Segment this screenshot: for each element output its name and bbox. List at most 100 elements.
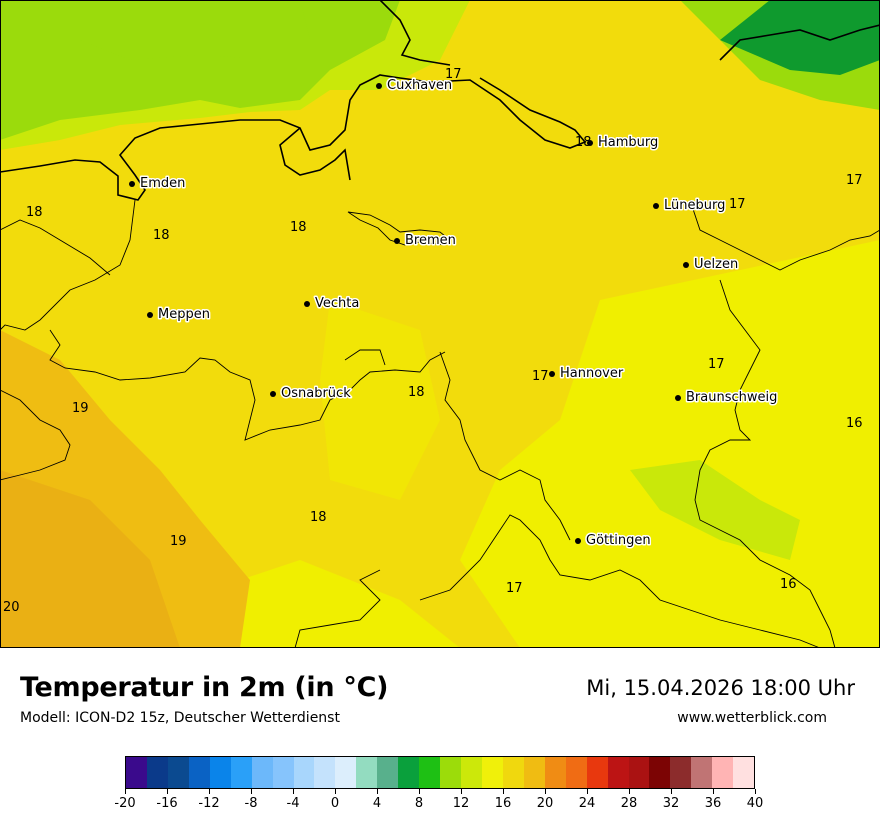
city-label-hamburg: Hamburg [598, 135, 658, 150]
city-uelzen: Uelzen [683, 256, 740, 274]
color-scale-tick [586, 789, 588, 794]
value-label: 19 [170, 534, 187, 549]
city-markers: Cuxhaven Hamburg Emden Lüneburg Bremen U… [129, 77, 779, 550]
warmer-zone [0, 470, 180, 648]
city-label-uelzen: Uelzen [694, 257, 738, 272]
city-label-braunschweig: Braunschweig [686, 390, 777, 405]
color-scale-swatch [523, 757, 545, 788]
color-scale-swatch [712, 757, 734, 788]
city-osnabrueck: Osnabrück [270, 385, 353, 403]
website-link: www.wetterblick.com [677, 710, 827, 726]
city-braunschweig: Braunschweig [675, 389, 779, 407]
value-label: 17 [846, 173, 863, 188]
color-scale-tick-label: 12 [452, 796, 470, 811]
temperature-map: Cuxhaven Hamburg Emden Lüneburg Bremen U… [0, 0, 880, 648]
color-scale-tick [460, 789, 462, 794]
baltic-darkgreen-zone [720, 0, 880, 75]
color-scale-tick-label: 4 [372, 796, 382, 811]
color-scale-tick-label: -16 [156, 796, 178, 811]
color-scale-swatch [691, 757, 713, 788]
color-scale-swatch [586, 757, 608, 788]
cool-green-zone [630, 460, 800, 560]
color-scale-tick [292, 789, 294, 794]
color-scale-swatch [440, 757, 461, 788]
value-label: 16 [846, 416, 863, 431]
city-label-bremen: Bremen [405, 233, 456, 248]
color-scale-tick-label: 16 [494, 796, 512, 811]
color-scale-swatch [502, 757, 524, 788]
color-scale-tick-label: -20 [114, 796, 136, 811]
city-label-osnabrueck: Osnabrück [281, 386, 351, 401]
city-label-lueneburg: Lüneburg [664, 198, 725, 213]
color-scale-tick-label: 20 [536, 796, 554, 811]
color-scale-tick [670, 789, 672, 794]
color-scale-tick-label: 8 [414, 796, 424, 811]
color-scale-swatch [314, 757, 336, 788]
color-scale-swatch [230, 757, 252, 788]
city-label-goettingen: Göttingen [586, 533, 651, 548]
color-scale-tick-label: -4 [286, 796, 300, 811]
city-vechta: Vechta [304, 295, 361, 313]
color-scale-swatch [209, 757, 231, 788]
color-scale-swatch [670, 757, 692, 788]
color-scale-tick-label: 40 [746, 796, 764, 811]
color-scale-swatch [146, 757, 168, 788]
color-scale-swatch [335, 757, 357, 788]
color-scale-swatch [293, 757, 315, 788]
value-label: 16 [780, 577, 797, 592]
color-scale-tick [712, 789, 714, 794]
color-scale-tick [376, 789, 378, 794]
city-meppen: Meppen [147, 306, 211, 324]
color-scale-tick [250, 789, 252, 794]
color-scale-tick-label: 28 [620, 796, 638, 811]
city-label-vechta: Vechta [315, 296, 359, 311]
color-scale-swatch [126, 757, 147, 788]
value-label: 18 [310, 510, 327, 525]
color-scale-tick-label: 24 [578, 796, 596, 811]
city-hamburg: Hamburg [587, 134, 660, 152]
color-scale-tick [754, 789, 756, 794]
color-scale-swatch [649, 757, 671, 788]
value-label: 18 [26, 205, 43, 220]
forecast-datetime: Mi, 15.04.2026 18:00 Uhr [586, 676, 855, 700]
value-label: 17 [506, 581, 523, 596]
city-lueneburg: Lüneburg [653, 197, 727, 215]
color-scale-tick [628, 789, 630, 794]
color-scale-tick-label: -12 [198, 796, 220, 811]
value-label: 17 [445, 67, 462, 82]
cooler-zone [320, 300, 440, 500]
value-label: 19 [72, 401, 89, 416]
city-cuxhaven: Cuxhaven [376, 77, 454, 95]
city-label-emden: Emden [140, 176, 185, 191]
color-scale-tick [166, 789, 168, 794]
color-scale-tick [208, 789, 210, 794]
color-scale-tick [334, 789, 336, 794]
color-scale-swatch [356, 757, 378, 788]
city-bremen: Bremen [394, 232, 457, 250]
color-scale-swatch [398, 757, 420, 788]
coastlines [0, 0, 880, 201]
color-scale-swatch [733, 757, 755, 788]
value-label: 17 [708, 357, 725, 372]
color-scale-tick-label: 32 [662, 796, 680, 811]
color-scale-swatch [251, 757, 273, 788]
color-scale-swatch [565, 757, 587, 788]
value-label: 18 [153, 228, 170, 243]
color-scale-tick [124, 789, 126, 794]
color-scale-bar [125, 756, 755, 789]
color-scale-swatch [188, 757, 210, 788]
model-info: Modell: ICON-D2 15z, Deutscher Wetterdie… [20, 710, 340, 726]
city-goettingen: Göttingen [575, 532, 652, 550]
city-label-meppen: Meppen [158, 307, 210, 322]
color-scale-swatch [607, 757, 629, 788]
color-scale-swatch [481, 757, 503, 788]
color-scale-swatch [272, 757, 294, 788]
city-label-hannover: Hannover [560, 366, 624, 381]
color-scale-swatch [544, 757, 566, 788]
city-hannover: Hannover [549, 365, 625, 383]
color-scale-tick [418, 789, 420, 794]
color-scale-ticks: -20 -16 -12 -8 -4 0 4 8 12 16 20 24 28 32 36 40 [114, 789, 763, 819]
value-label: 20 [3, 600, 20, 615]
value-label: 18 [290, 220, 307, 235]
color-scale-tick [502, 789, 504, 794]
